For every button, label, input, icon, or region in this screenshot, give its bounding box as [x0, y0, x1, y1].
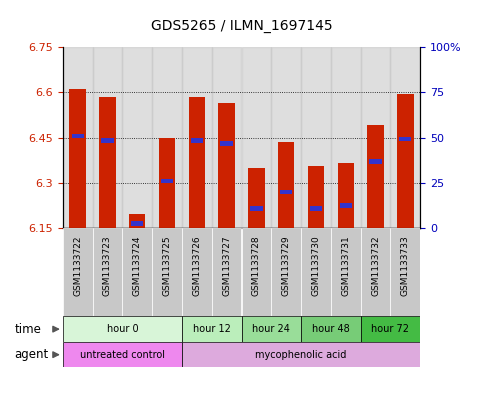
Bar — [63, 342, 182, 367]
Bar — [368, 125, 384, 228]
Bar — [129, 215, 145, 228]
Text: GSM1133726: GSM1133726 — [192, 235, 201, 296]
Bar — [93, 47, 122, 228]
Bar — [310, 206, 322, 211]
Bar — [63, 316, 182, 342]
Text: agent: agent — [14, 348, 49, 361]
Text: GSM1133722: GSM1133722 — [73, 235, 82, 296]
Text: mycophenolic acid: mycophenolic acid — [256, 350, 347, 360]
Bar — [70, 89, 86, 228]
Bar — [271, 47, 301, 228]
Bar — [191, 138, 203, 143]
Bar — [399, 137, 412, 141]
Text: GSM1133724: GSM1133724 — [133, 235, 142, 296]
Bar — [242, 228, 271, 316]
Bar — [99, 97, 115, 228]
Bar — [369, 160, 382, 164]
Text: GSM1133728: GSM1133728 — [252, 235, 261, 296]
Bar — [63, 47, 93, 228]
Text: hour 24: hour 24 — [252, 324, 290, 334]
Bar — [220, 141, 233, 146]
Bar — [71, 134, 84, 138]
Bar — [122, 228, 152, 316]
Bar — [338, 163, 354, 228]
Bar — [361, 47, 390, 228]
Text: hour 0: hour 0 — [107, 324, 138, 334]
Text: GSM1133731: GSM1133731 — [341, 235, 350, 296]
Bar — [218, 103, 235, 228]
Text: hour 12: hour 12 — [193, 324, 231, 334]
Text: GSM1133733: GSM1133733 — [401, 235, 410, 296]
Text: GSM1133727: GSM1133727 — [222, 235, 231, 296]
Bar — [250, 206, 263, 211]
Bar — [159, 138, 175, 228]
Bar — [390, 228, 420, 316]
Text: untreated control: untreated control — [80, 350, 165, 360]
Bar — [101, 138, 114, 143]
Text: GSM1133723: GSM1133723 — [103, 235, 112, 296]
Bar — [182, 342, 420, 367]
Bar — [93, 228, 122, 316]
Bar — [242, 316, 301, 342]
Bar — [301, 47, 331, 228]
Bar — [248, 168, 265, 228]
Bar — [397, 94, 413, 228]
Bar — [63, 228, 93, 316]
Text: GDS5265 / ILMN_1697145: GDS5265 / ILMN_1697145 — [151, 18, 332, 33]
Bar — [189, 97, 205, 228]
Text: hour 72: hour 72 — [371, 324, 410, 334]
Bar — [182, 316, 242, 342]
Bar — [278, 142, 294, 228]
Bar — [301, 228, 331, 316]
Text: GSM1133730: GSM1133730 — [312, 235, 320, 296]
Bar — [390, 47, 420, 228]
Bar — [242, 47, 271, 228]
Bar — [182, 47, 212, 228]
Bar — [212, 47, 242, 228]
Bar — [361, 228, 390, 316]
Bar — [361, 316, 420, 342]
Bar — [331, 47, 361, 228]
Text: hour 48: hour 48 — [312, 324, 350, 334]
Bar — [212, 228, 242, 316]
Text: time: time — [14, 323, 42, 336]
Bar — [161, 179, 173, 184]
Text: GSM1133725: GSM1133725 — [163, 235, 171, 296]
Bar — [301, 316, 361, 342]
Bar — [122, 47, 152, 228]
Bar — [308, 166, 324, 228]
Bar — [280, 189, 292, 194]
Bar — [271, 228, 301, 316]
Bar — [152, 228, 182, 316]
Bar — [131, 221, 143, 226]
Bar — [182, 228, 212, 316]
Bar — [340, 203, 352, 208]
Bar — [152, 47, 182, 228]
Bar — [331, 228, 361, 316]
Text: GSM1133729: GSM1133729 — [282, 235, 291, 296]
Text: GSM1133732: GSM1133732 — [371, 235, 380, 296]
